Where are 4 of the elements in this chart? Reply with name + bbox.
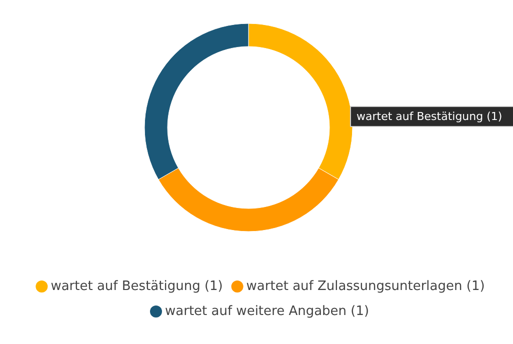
legend-label: wartet auf Bestätigung (1) xyxy=(50,279,223,294)
legend-label: wartet auf Zulassungsunterlagen (1) xyxy=(246,279,485,294)
text: wartet auf Bestätigung (1) xyxy=(356,110,502,123)
legend-label: wartet auf weitere Angaben (1) xyxy=(165,304,370,319)
